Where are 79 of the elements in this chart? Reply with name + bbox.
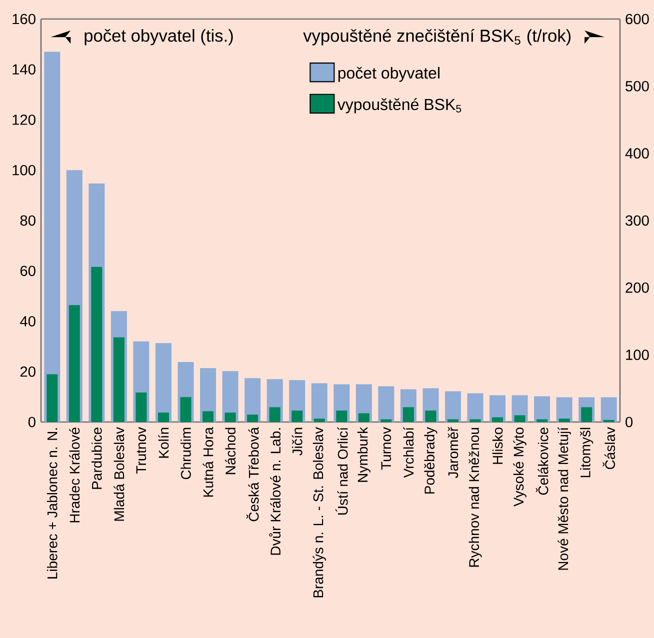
y2-tick-label: 100	[626, 350, 649, 360]
bar	[358, 413, 370, 422]
bar	[425, 410, 436, 422]
y-axis-title: počet obyvatel (tis.)	[84, 29, 233, 46]
x-tick-label: Dvůr Králové n. Lab.	[269, 428, 281, 555]
x-tick-label: Chrudim	[180, 428, 191, 480]
x-tick-label: Kutná Hora	[202, 426, 214, 497]
y2-tick-label: 200	[626, 282, 649, 293]
x-tick-label: Vysoké Mýto	[513, 428, 526, 507]
x-tick-label: Nymburk	[357, 426, 370, 482]
bar	[44, 52, 60, 422]
bar	[600, 397, 617, 422]
x-tick-label: Čelákovice	[536, 428, 548, 495]
bar	[46, 374, 58, 422]
x-tick-label: Litomyšl	[580, 428, 594, 478]
y-tick-label: 120	[12, 114, 36, 125]
y-tick-label: 0	[28, 416, 36, 428]
y2-tick-label: 600	[626, 14, 649, 24]
x-tick-label: Brandýs n. L. - St. Boleslav	[312, 427, 326, 598]
x-tick-label: Pardubice	[92, 428, 102, 489]
y2-tick-label: 300	[626, 215, 649, 226]
bar	[556, 397, 572, 422]
bar	[447, 419, 458, 422]
legend-label: vypouštěné BSK$_{5}$	[337, 98, 462, 114]
x-tick-label: Náchod	[225, 428, 236, 474]
x-tick-label: Jičín	[292, 428, 302, 456]
y-tick-label: 60	[20, 266, 36, 276]
x-tick-label: Mladá Boleslav	[114, 427, 124, 521]
x-tick-label: Hradec Králové	[69, 428, 80, 522]
bar	[558, 418, 570, 422]
bar	[91, 266, 102, 422]
y2-axis-title: vypouštěné znečištění BSK$_{5}$ (t/rok)	[303, 28, 571, 46]
y2-tick-label: 0	[626, 416, 633, 428]
bar	[136, 392, 147, 422]
bar	[224, 412, 236, 422]
y2-tick-label: 500	[626, 80, 649, 92]
y-tick-label: 100	[12, 164, 36, 176]
bar	[444, 391, 461, 422]
x-tick-label: Turnov	[381, 427, 392, 470]
legend-label: počet obyvatel	[338, 66, 440, 82]
bar	[380, 419, 392, 422]
y-tick-label: 160	[12, 14, 36, 24]
bar	[311, 383, 328, 422]
x-tick-label: Vrchlabí	[403, 427, 414, 478]
y-tick-label: 80	[20, 215, 36, 226]
y2-tick-label: 400	[625, 148, 649, 159]
bar	[68, 305, 80, 422]
bar	[269, 407, 280, 422]
bar	[536, 419, 548, 422]
bar	[292, 410, 303, 422]
bar	[492, 417, 504, 422]
bar	[581, 407, 592, 422]
x-tick-label: Čáslav	[602, 427, 616, 470]
x-tick-label: Trutnov	[136, 427, 146, 474]
y-tick-label: 140	[12, 64, 36, 75]
x-tick-label: Liberec + Jablonec n. N.	[47, 428, 58, 578]
y-tick-label: 20	[20, 366, 36, 377]
bar	[314, 418, 325, 422]
bar	[113, 337, 124, 422]
bar	[158, 412, 169, 422]
bar	[202, 411, 214, 422]
bar	[247, 414, 258, 422]
x-tick-label: Poděbrady	[424, 427, 438, 494]
x-tick-label: Ústí nad Orlicí	[336, 427, 348, 515]
bar	[378, 386, 394, 422]
bar	[180, 397, 192, 422]
y-tick-label: 40	[20, 316, 36, 326]
x-tick-label: Kolín	[158, 428, 169, 458]
bar	[336, 410, 348, 422]
bar	[514, 415, 526, 422]
bar	[467, 393, 484, 422]
bar	[155, 343, 172, 422]
x-tick-label: Jaroměř	[448, 426, 458, 478]
x-tick-label: Hlisko	[492, 428, 503, 464]
bar	[402, 407, 414, 422]
x-tick-label: Česká Třebová	[246, 427, 259, 522]
bar	[534, 396, 550, 422]
x-tick-label: Nové Město nad Metují	[558, 427, 571, 570]
x-tick-label: Rychnov nad Kněžnou	[468, 428, 482, 567]
